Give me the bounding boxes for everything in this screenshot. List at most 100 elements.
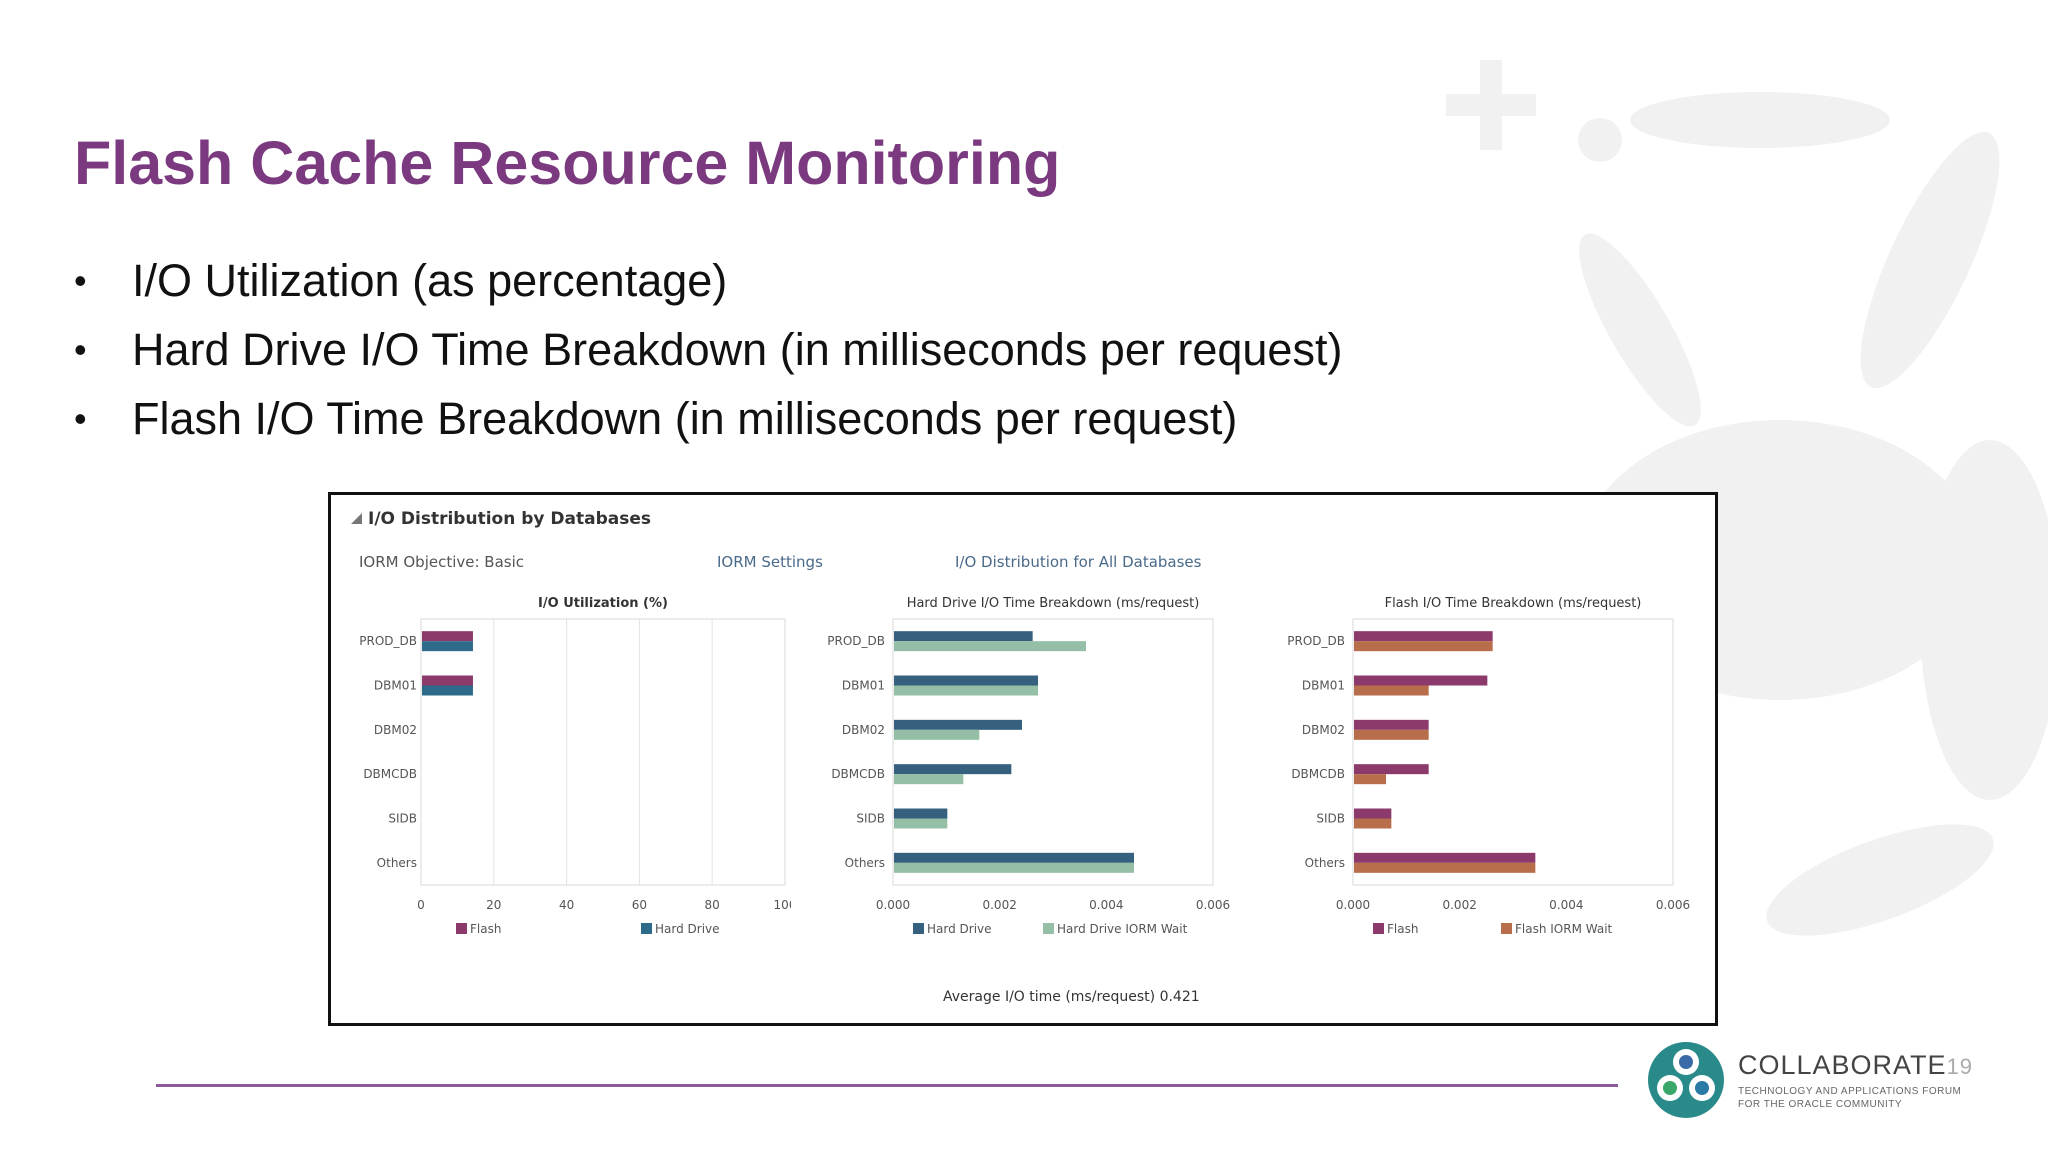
panel-title: I/O Distribution by Databases [368,509,651,529]
legend-label: Flash [1387,922,1418,936]
bar [894,729,980,740]
legend-swatch [913,923,924,934]
category-label: SIDB [856,812,885,826]
bar [422,675,473,686]
chart-title: Flash I/O Time Breakdown (ms/request) [1385,596,1642,611]
x-tick-label: 0.000 [876,898,910,912]
io-distribution-panel: I/O Distribution by Databases IORM Objec… [328,492,1718,1026]
bar [1354,774,1386,785]
hard-drive-time-chart: Hard Drive I/O Time Breakdown (ms/reques… [793,585,1253,990]
bar [1354,852,1536,863]
bar [1354,719,1429,730]
bar [1354,818,1392,829]
bar [894,862,1134,873]
bar [894,719,1022,730]
category-label: PROD_DB [1287,634,1345,648]
bullet-glyph: • [74,398,87,439]
legend-label: Flash [470,922,501,936]
bullet-text: I/O Utilization (as percentage) [132,255,728,306]
legend-swatch [1043,923,1054,934]
bar [1354,685,1429,696]
category-label: SIDB [388,812,417,826]
x-tick-label: 0.002 [1442,898,1476,912]
flash-time-chart-svg: Flash I/O Time Breakdown (ms/request) 0.0… [1287,596,1690,936]
bar [1354,641,1493,652]
bar [1354,808,1392,819]
legend-swatch [1501,923,1512,934]
category-label: DBM01 [374,679,417,693]
bar [1354,675,1488,686]
bullet-glyph: • [74,329,87,370]
legend-label: Flash IORM Wait [1515,922,1613,936]
bar [422,641,473,652]
category-label: Others [1305,856,1345,870]
category-label: PROD_DB [359,634,417,648]
flash-time-chart: Flash I/O Time Breakdown (ms/request) 0.0… [1245,585,1705,990]
legend-swatch [1373,923,1384,934]
bar [894,685,1038,696]
bar [894,675,1038,686]
category-label: DBMCDB [363,767,417,781]
x-tick-label: 0.004 [1549,898,1583,912]
brand-number: 19 [1946,1054,1974,1079]
brand-name-text: COLLABORATE [1738,1050,1947,1080]
bullet-text: Flash I/O Time Breakdown (in millisecond… [132,393,1238,444]
slide-title: Flash Cache Resource Monitoring [74,129,1061,197]
bullet-item: • I/O Utilization (as percentage) [74,252,1342,321]
category-label: DBM02 [1302,723,1345,737]
category-label: DBMCDB [831,767,885,781]
x-tick-label: 20 [486,898,501,912]
x-tick-label: 100 [774,898,791,912]
bullet-glyph: • [74,260,87,301]
bullet-item: • Hard Drive I/O Time Breakdown (in milli… [74,321,1342,390]
plot-area [892,618,1214,886]
iorm-objective: IORM Objective: Basic [359,553,525,571]
brand-name: COLLABORATE19 [1738,1050,1973,1081]
bar [894,641,1086,652]
x-tick-label: 0.002 [982,898,1016,912]
io-utilization-chart: I/O Utilization (%) 0 20 40 60 80 100 PROD_DB DB… [331,585,796,990]
category-label: DBM02 [842,723,885,737]
x-tick-label: 60 [632,898,647,912]
bullet-item: • Flash I/O Time Breakdown (in millisecon… [74,390,1342,459]
x-tick-label: 0.000 [1336,898,1370,912]
legend-label: Hard Drive IORM Wait [1057,922,1188,936]
bar [894,818,948,829]
bar [894,631,1033,642]
hard-drive-time-chart-svg: Hard Drive I/O Time Breakdown (ms/reques… [827,596,1230,936]
io-distribution-all-link[interactable]: I/O Distribution for All Databases [955,553,1202,571]
bullet-text: Hard Drive I/O Time Breakdown (in millis… [132,324,1343,375]
category-label: DBMCDB [1291,767,1345,781]
category-label: Others [377,856,417,870]
bar [894,808,948,819]
legend-swatch [641,923,652,934]
bar [894,774,964,785]
brand-tagline-2: FOR THE ORACLE COMMUNITY [1738,1099,1903,1110]
bar [1354,862,1536,873]
x-tick-label: 0 [417,898,425,912]
iorm-settings-link[interactable]: IORM Settings [717,553,823,571]
brand-block: COLLABORATE19 TECHNOLOGY AND APPLICATION… [1738,1050,1973,1111]
bar [894,852,1134,863]
bar [422,631,473,642]
x-tick-label: 40 [559,898,574,912]
collapse-triangle-icon[interactable] [351,513,362,524]
legend-label: Hard Drive [655,922,720,936]
bar [1354,631,1493,642]
io-utilization-chart-svg: I/O Utilization (%) 0 20 40 60 80 100 PROD_DB DB… [359,596,796,936]
chart-title: Hard Drive I/O Time Breakdown (ms/reques… [907,596,1200,611]
brand-tagline: TECHNOLOGY AND APPLICATIONS FORUM FOR TH… [1738,1085,1973,1111]
plot-area [420,618,786,886]
x-tick-label: 0.006 [1656,898,1690,912]
category-label: PROD_DB [827,634,885,648]
chart-title: I/O Utilization (%) [538,596,668,611]
bar [422,685,473,696]
x-tick-label: 0.006 [1196,898,1230,912]
plot-area [1352,618,1674,886]
category-label: DBM02 [374,723,417,737]
legend-label: Hard Drive [927,922,992,936]
bar [894,764,1012,775]
panel-header[interactable]: I/O Distribution by Databases [351,509,651,529]
bullet-list: • I/O Utilization (as percentage) • Hard D… [74,252,1342,459]
x-tick-label: 0.004 [1089,898,1123,912]
